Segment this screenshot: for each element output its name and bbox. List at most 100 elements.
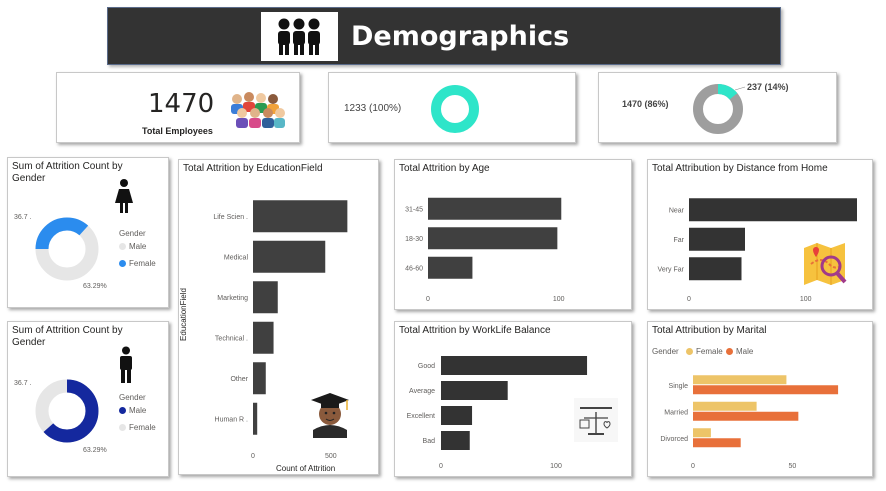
category-label: Married — [664, 409, 688, 416]
category-label: Other — [230, 376, 248, 383]
bar — [253, 321, 274, 354]
gender-1-label-large: 63.29% — [83, 283, 107, 290]
marital-legend-male[interactable]: Male — [726, 347, 753, 356]
total-employees-label: Total Employees — [142, 126, 213, 136]
donut-2-chart — [693, 84, 746, 134]
x-tick-label: 500 — [325, 453, 337, 460]
bar — [253, 200, 348, 233]
map-pin-icon — [801, 240, 851, 288]
donut-2-slice-small — [693, 84, 743, 134]
gender-attrition-card-male[interactable]: Sum of Attrition Count by Gender 36.7 . … — [7, 321, 169, 477]
gender-1-legend-title: Gender — [119, 229, 146, 238]
gender-2-label-small: 36.7 . — [14, 380, 32, 387]
category-label: Average — [409, 388, 435, 395]
bar-male — [693, 411, 799, 421]
category-label: Divorced — [660, 436, 688, 443]
category-label: Life Scien . — [213, 214, 248, 221]
bar — [441, 381, 508, 400]
gender-1-donut — [35, 217, 99, 281]
marital-bar-chart: 0 50 Single Married Divorced — [660, 375, 839, 470]
gender-2-donut — [35, 379, 99, 443]
donut-1-label: 1233 (100%) — [344, 103, 402, 114]
distance-bar-chart: 0 100 Near Far Very Far — [658, 198, 857, 303]
marital-legend-title: Gender — [652, 347, 679, 356]
donut-2-label-right: 237 (14%) — [747, 82, 789, 92]
page-title: Demographics — [351, 21, 570, 52]
education-field-chart-card[interactable]: Total Attrition by EducationField Educat… — [178, 159, 379, 475]
x-tick-label: 100 — [553, 296, 565, 303]
category-label: 18-30 — [405, 236, 423, 243]
category-label: Far — [674, 237, 685, 244]
gender-card-1-title: Sum of Attrition Count by Gender — [12, 161, 123, 184]
legend-dot — [119, 407, 126, 414]
gender-attrition-card-female[interactable]: Sum of Attrition Count by Gender 36.7 . … — [7, 157, 169, 308]
attrition-donut-card-2[interactable]: 1470 (86%) 237 (14%) — [598, 72, 837, 143]
bar-female — [693, 375, 787, 385]
category-label: Human R . — [215, 416, 249, 423]
bar-male — [693, 438, 741, 448]
category-label: Bad — [423, 438, 436, 445]
category-label: 31-45 — [405, 206, 423, 213]
x-tick-label: 0 — [687, 296, 691, 303]
bar — [689, 227, 745, 251]
bar-male — [693, 385, 839, 395]
legend-dot — [119, 243, 126, 250]
male-icon — [117, 346, 135, 384]
attrition-donut-card-1[interactable]: 1233 (100%) — [328, 72, 576, 143]
legend-label: Male — [129, 406, 147, 415]
legend-label: Female — [696, 347, 723, 356]
age-chart-card[interactable]: Total Attrition by Age 0 100 31-45 18-30 46-… — [394, 159, 632, 310]
bar — [441, 431, 470, 450]
gender-1-legend-female[interactable]: Female — [119, 259, 156, 268]
legend-dot — [119, 260, 126, 267]
worklife-chart-card[interactable]: Total Attrition by WorkLife Balance 0 100… — [394, 321, 632, 477]
category-label: Good — [418, 363, 435, 370]
category-label: Marketing — [217, 295, 248, 302]
bar — [428, 197, 562, 220]
category-label: Technical . — [215, 335, 248, 342]
gender-2-legend-female[interactable]: Female — [119, 423, 156, 432]
legend-label: Male — [129, 242, 147, 251]
bar — [253, 240, 326, 273]
worklife-chart-title: Total Attrition by WorkLife Balance — [399, 325, 551, 336]
category-label: Medical — [224, 254, 249, 261]
distance-chart-card[interactable]: Total Attribution by Distance from Home … — [647, 159, 873, 310]
legend-dot — [686, 348, 693, 355]
gender-2-legend-title: Gender — [119, 393, 146, 402]
gender-1-slice-female — [35, 217, 99, 281]
donut-1-ring — [431, 85, 479, 133]
crowd-icon — [227, 89, 287, 129]
donut-1-chart — [431, 85, 479, 133]
bar — [441, 406, 473, 425]
category-label: Near — [669, 207, 685, 214]
gender-1-legend-male[interactable]: Male — [119, 242, 146, 251]
x-tick-label: 0 — [691, 463, 695, 470]
x-tick-label: 100 — [800, 296, 812, 303]
balance-icon — [574, 398, 618, 442]
bar — [689, 257, 742, 281]
category-label: Very Far — [658, 266, 685, 273]
marital-legend-female[interactable]: Female — [686, 347, 723, 356]
legend-label: Male — [736, 347, 754, 356]
legend-label: Female — [129, 423, 156, 432]
bar — [253, 281, 278, 314]
marital-chart-title: Total Attribution by Marital — [652, 325, 767, 336]
x-tick-label: 0 — [426, 296, 430, 303]
legend-label: Female — [129, 259, 156, 268]
x-tick-label: 0 — [439, 463, 443, 470]
bar-female — [693, 401, 757, 411]
marital-chart-card[interactable]: Total Attribution by Marital Gender Fema… — [647, 321, 873, 477]
bar — [441, 356, 588, 375]
people-group-icon — [261, 12, 338, 61]
total-employees-card[interactable]: 1470 Total Employees — [56, 72, 300, 143]
bar-female — [693, 428, 711, 438]
education-chart-title: Total Attrition by EducationField — [183, 163, 323, 174]
donut-2-leader — [734, 86, 746, 91]
gender-2-legend-male[interactable]: Male — [119, 406, 146, 415]
graduate-icon — [307, 390, 353, 438]
x-tick-label: 100 — [550, 463, 562, 470]
x-tick-label: 50 — [788, 463, 796, 470]
category-label: Excellent — [407, 413, 435, 420]
legend-dot — [119, 424, 126, 431]
bar — [253, 362, 266, 395]
